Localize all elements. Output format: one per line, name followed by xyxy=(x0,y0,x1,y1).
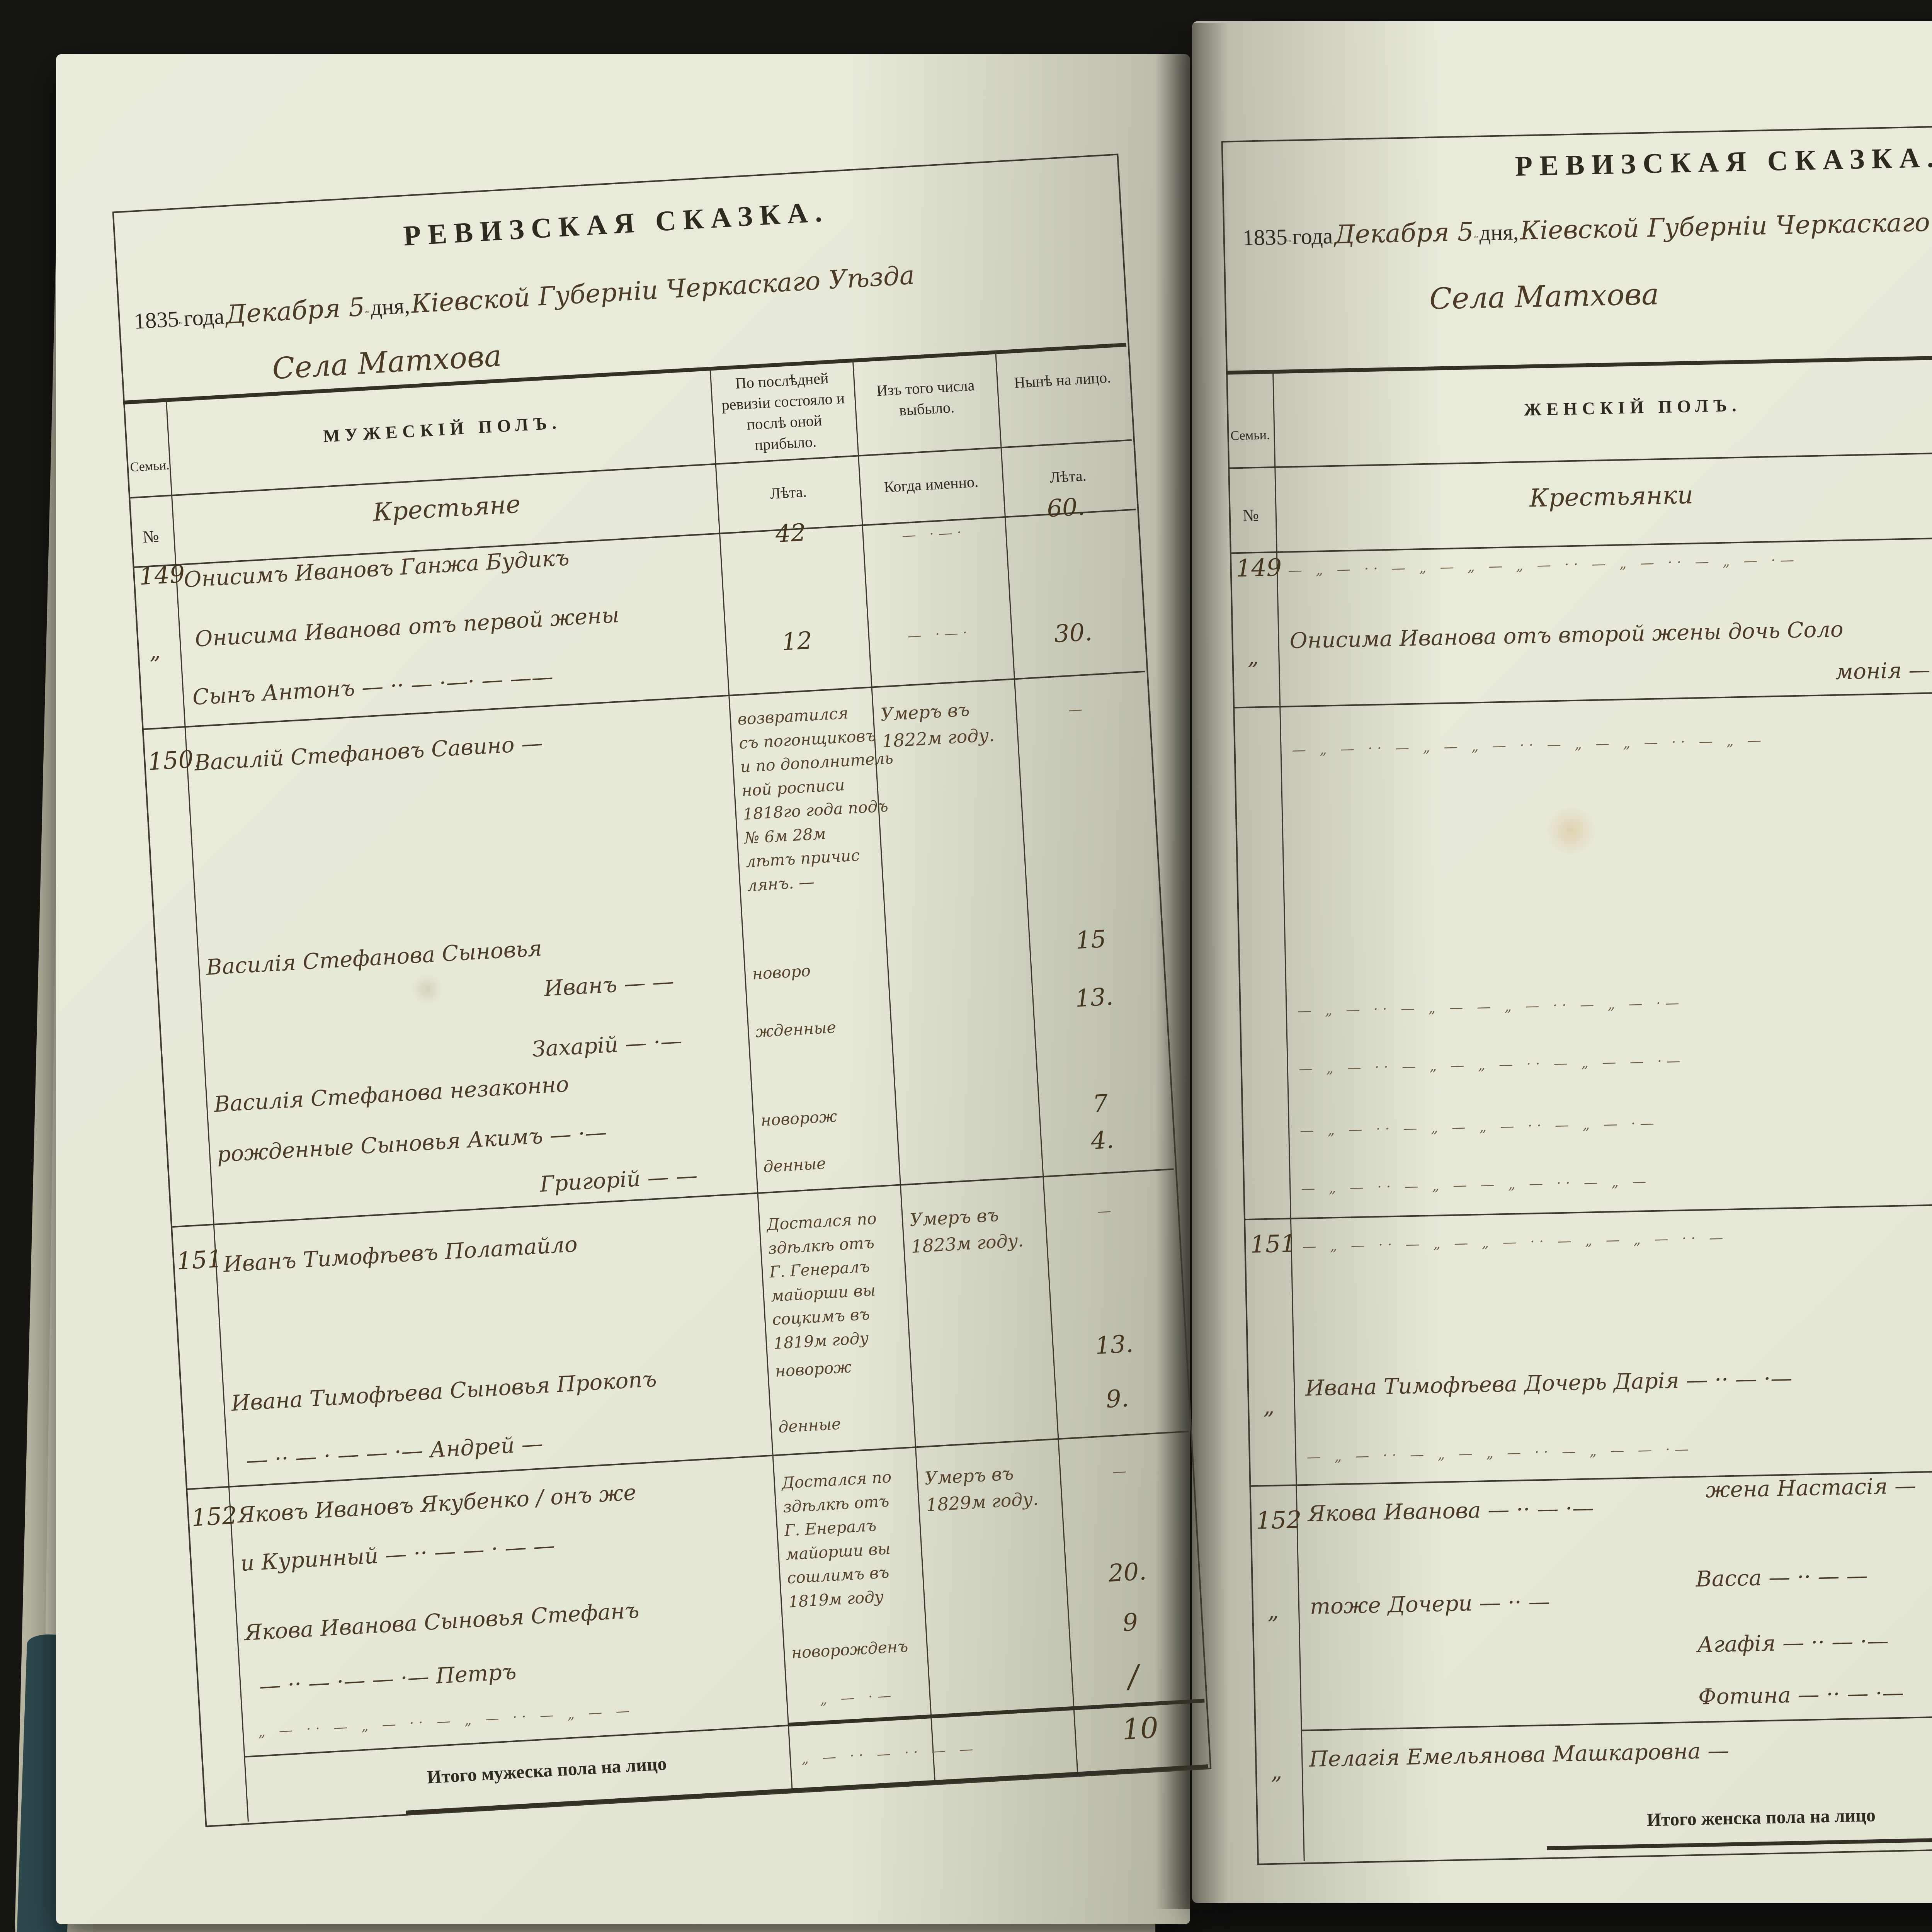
book-gutter xyxy=(1155,23,1229,1909)
age-now: 15 xyxy=(1075,924,1107,955)
family-number: 152 xyxy=(190,1501,238,1532)
birth-note: новорож xyxy=(774,1357,852,1381)
date-year: 1835 xyxy=(1242,224,1288,250)
date-day-sup: го xyxy=(1473,235,1478,239)
now-dash: — xyxy=(1097,1202,1116,1220)
date-year: 1835 xyxy=(133,306,180,334)
family-number: 149 xyxy=(138,560,186,591)
age-now: 9 xyxy=(1122,1608,1139,1637)
left-page xyxy=(56,54,1190,1924)
age-now: 20. xyxy=(1107,1557,1147,1588)
birth-note: новорож xyxy=(760,1107,838,1130)
col-family: Семьи. xyxy=(129,458,170,475)
entry-female: Агафія — ·· — ·— xyxy=(1697,1628,1889,1658)
entry-female: Фотина — ·· — ·— xyxy=(1698,1680,1904,1710)
col-family-no: № xyxy=(142,527,160,547)
age-now: 7 xyxy=(1092,1089,1109,1118)
paper-stain xyxy=(1542,808,1600,854)
birth-note: жденные xyxy=(755,1018,837,1041)
departed-note: Умеръ въ 1823м году. xyxy=(909,1204,1024,1257)
prev-revision-note: Достался по здѣлкѣ отъ Г. Енералъ майорши … xyxy=(781,1468,892,1611)
age-now: 13. xyxy=(1094,1329,1134,1360)
daughters-label: тоже Дочери — ·· — xyxy=(1310,1589,1551,1619)
date-of-year: года xyxy=(183,303,225,331)
date-year-sup: го xyxy=(1287,238,1291,243)
ditto-mark: „ xyxy=(148,638,162,665)
col-family: Семьи. xyxy=(1230,428,1270,443)
age-now: 60. xyxy=(1046,492,1086,523)
left-page-gutter-shade xyxy=(56,54,1190,1924)
departed-note: Умеръ въ 1829м году. xyxy=(924,1463,1039,1515)
total-value: 10 xyxy=(1121,1711,1160,1747)
date-year-sup: го xyxy=(179,320,183,325)
family-number: 150. xyxy=(147,744,202,776)
age-now: 13. xyxy=(1074,982,1114,1013)
entry-female: Васса — ·· — — xyxy=(1696,1563,1868,1592)
age-prev: 42 xyxy=(774,518,807,548)
col-out-title: Изъ того числа выбыло. xyxy=(876,376,975,419)
right-village: Села Матхова xyxy=(1429,277,1660,316)
age-now: 4. xyxy=(1090,1125,1115,1155)
birth-note: денные xyxy=(778,1414,842,1437)
right-page xyxy=(1192,21,1932,1903)
left-page-content: РЕВИЗСКАЯ СКАЗКА. 1835го года Декабря 5г… xyxy=(97,149,1236,1914)
ditto-mark: „ xyxy=(1270,1759,1282,1785)
birth-note: денные xyxy=(763,1154,827,1176)
date-of-year: года xyxy=(1292,223,1333,249)
prev-revision-note: возвратился съ погонщиковъ и по дополните… xyxy=(737,704,894,895)
birth-note: новоро xyxy=(752,961,811,983)
prev-revision-note: Достался по здѣлкѣ отъ Г. Генералъ майорши… xyxy=(766,1209,877,1353)
family-number: 149 xyxy=(1235,553,1282,583)
family-number: 151 xyxy=(176,1244,223,1276)
date-day-word: дня, xyxy=(1479,219,1519,245)
col-family-no: № xyxy=(1242,505,1259,525)
col-now-sub: Лѣта. xyxy=(1049,466,1087,486)
family-number: 151 xyxy=(1250,1229,1296,1259)
ditto-mark: „ xyxy=(1263,1394,1275,1420)
col-prev-title: По послѣдней ревизіи состояло и послѣ он… xyxy=(721,369,845,454)
right-page-content: РЕВИЗСКАЯ СКАЗКА. 1835го года Декабря 5г… xyxy=(1217,109,1932,1932)
entry-female: монія — ·· —— xyxy=(1835,656,1932,685)
blank-row-mark: ∕ xyxy=(1127,1658,1140,1695)
ditto-mark: „ xyxy=(1267,1599,1279,1624)
ditto-mark: „ xyxy=(1247,645,1259,670)
date-day-word: дня, xyxy=(369,293,411,320)
now-dash: — xyxy=(1112,1463,1131,1480)
date-day-sup: го xyxy=(365,310,369,315)
age-now: 30. xyxy=(1053,617,1093,648)
age-now: 9. xyxy=(1105,1384,1130,1413)
entry-female: жена Настасія — xyxy=(1705,1473,1917,1503)
col-prev-sub: Лѣта. xyxy=(769,483,807,502)
now-dash: — xyxy=(1068,701,1087,718)
date-month-day: Декабря 5 xyxy=(1334,217,1474,250)
departed-note: Умеръ въ 1822м году. xyxy=(880,699,995,752)
paper-stain xyxy=(410,974,444,1005)
age-prev: 12 xyxy=(781,626,813,656)
right-page-gutter-shade xyxy=(1192,21,1932,1903)
col-group-handwritten: Крестьянки xyxy=(1529,481,1694,513)
family-number: 152 xyxy=(1255,1505,1302,1535)
